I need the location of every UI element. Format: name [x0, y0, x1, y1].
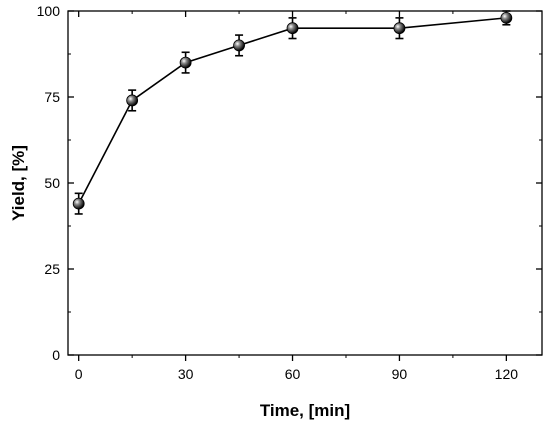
data-point: [393, 22, 406, 35]
data-point: [233, 39, 245, 52]
plot-frame: [67, 10, 543, 356]
y-tick-label: 75: [44, 89, 60, 105]
y-axis-title: Yield, [%]: [9, 145, 28, 221]
y-tick-label: 100: [37, 3, 61, 19]
x-axis-title: Time, [min]: [260, 401, 350, 420]
y-tick-label: 50: [44, 175, 60, 191]
data-point: [72, 197, 85, 210]
y-axis: 0 25 50 75 100: [37, 3, 542, 363]
x-tick-label: 30: [178, 366, 194, 382]
x-axis: 0 30 60 90 120: [75, 11, 518, 382]
data-point: [179, 56, 192, 69]
series-line: [77, 17, 507, 205]
data-point: [500, 11, 513, 24]
x-tick-label: 90: [392, 366, 408, 382]
x-tick-label: 0: [75, 366, 83, 382]
y-tick-label: 25: [44, 261, 60, 277]
data-point: [286, 22, 299, 35]
data-point: [126, 94, 139, 107]
x-tick-label: 60: [285, 366, 301, 382]
series: [72, 10, 513, 215]
x-tick-label: 120: [495, 366, 519, 382]
y-tick-label: 0: [52, 347, 60, 363]
